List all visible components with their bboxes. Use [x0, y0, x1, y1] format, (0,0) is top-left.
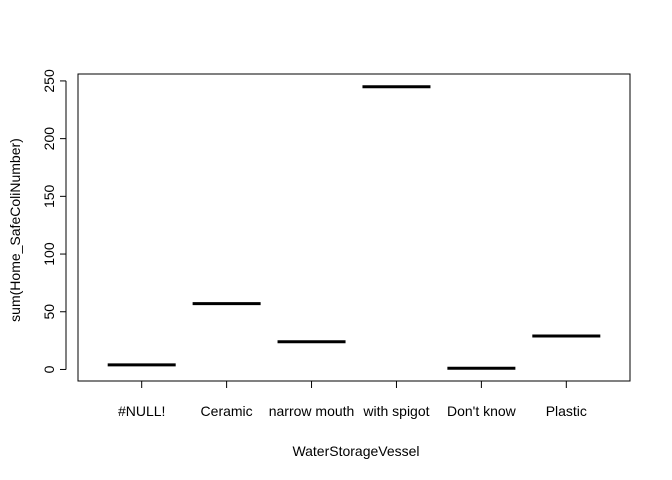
x-axis: #NULL! Ceramic narrow mouth with spigot Don'…	[118, 380, 587, 419]
y-tick-label: 0	[41, 365, 57, 373]
x-tick-label: #NULL!	[118, 403, 165, 419]
x-tick-label: with spigot	[362, 403, 429, 419]
y-tick-label: 150	[41, 184, 57, 208]
x-axis-title: WaterStorageVessel	[292, 443, 419, 459]
y-tick-label: 100	[41, 242, 57, 266]
y-axis-title: sum(Home_SafeColiNumber)	[7, 138, 23, 322]
y-tick-label: 200	[41, 127, 57, 151]
x-tick-label: Plastic	[546, 403, 587, 419]
category-marks	[107, 85, 601, 370]
y-tick-label: 50	[41, 304, 57, 320]
y-tick-label: 250	[41, 69, 57, 93]
x-tick-label: narrow mouth	[269, 403, 355, 419]
y-axis: 0 50 100 150 200 250	[41, 69, 67, 373]
x-tick-label: Ceramic	[201, 403, 253, 419]
x-tick-label: Don't know	[447, 403, 517, 419]
